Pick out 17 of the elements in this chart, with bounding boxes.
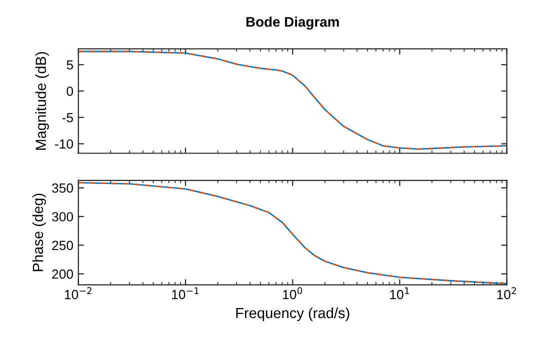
y-tick-label: 200: [52, 269, 74, 279]
y-tick-label: 250: [52, 240, 74, 250]
chart-title: Bode Diagram: [246, 16, 339, 30]
y-axis-title: Phase (deg): [32, 194, 46, 272]
x-tick-label: 10$^{1}$: [390, 287, 409, 300]
y-tick-label: 0: [66, 86, 74, 96]
y-tick-label: 300: [52, 212, 74, 222]
x-axis-title: Frequency (rad/s): [236, 307, 350, 322]
y-tick-label: 350: [52, 183, 74, 193]
y-tick-label: 5: [66, 60, 73, 70]
x-tick-label: 10$^{0}$: [283, 287, 302, 300]
y-tick-label: -10: [55, 139, 74, 149]
x-tick-label: 10$^{−2}$: [64, 287, 92, 300]
y-tick-label: -5: [62, 113, 73, 122]
y-axis-title: Magnitude (dB): [35, 52, 49, 150]
x-tick-label: 10$^{−1}$: [172, 287, 199, 300]
x-tick-label: 10$^{2}$: [497, 287, 516, 300]
